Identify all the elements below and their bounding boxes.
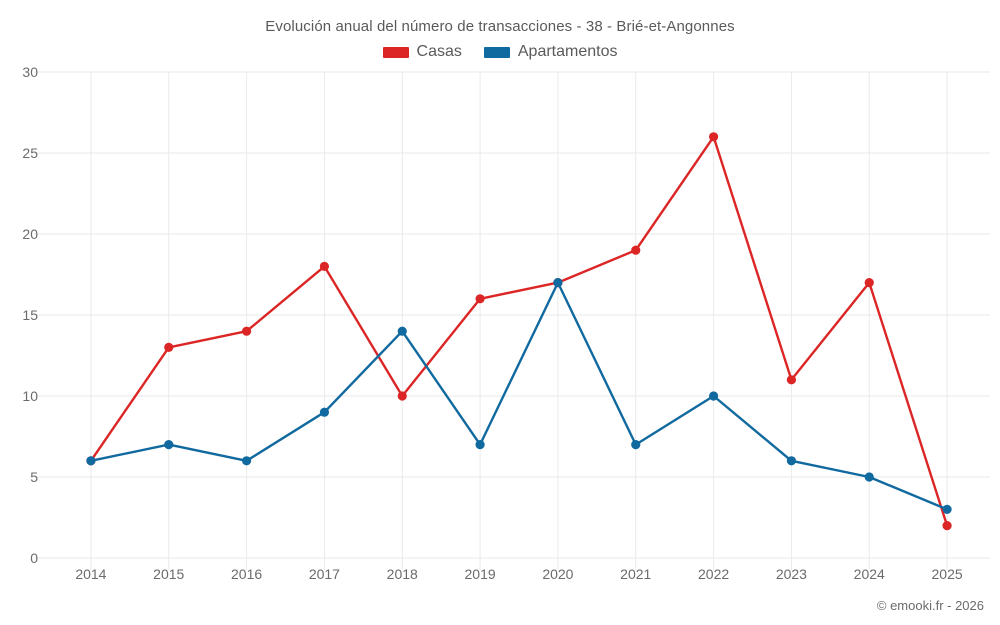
data-point-marker[interactable] (631, 245, 641, 255)
x-axis-tick-label: 2014 (75, 566, 107, 582)
chart-legend: Casas Apartamentos (0, 43, 1000, 61)
data-point-marker[interactable] (786, 456, 797, 466)
data-point-marker[interactable] (164, 440, 174, 450)
chart-title: Evolución anual del número de transaccio… (265, 18, 735, 35)
data-point-marker[interactable] (864, 472, 874, 482)
data-point-marker[interactable] (319, 261, 330, 271)
x-axis-tick-label: 2015 (153, 566, 185, 582)
x-axis-tick-label: 2025 (931, 566, 963, 582)
legend-label-casas: Casas (416, 43, 462, 60)
data-point-marker[interactable] (786, 375, 797, 385)
x-axis-tick-label: 2022 (698, 566, 730, 582)
y-axis-tick-label: 30 (22, 64, 38, 80)
data-point-marker[interactable] (397, 326, 407, 336)
x-axis-tick-label: 2023 (775, 566, 807, 582)
data-point-marker[interactable] (397, 391, 407, 401)
y-axis-tick-label: 15 (22, 307, 38, 323)
legend-item-casas[interactable]: Casas (382, 43, 462, 61)
y-axis-tick-label: 25 (22, 145, 38, 161)
legend-swatch-casas (382, 46, 409, 58)
data-point-marker[interactable] (864, 278, 874, 288)
x-axis-tick-label: 2018 (386, 566, 418, 582)
copyright-notice: © emooki.fr - 2026 (876, 598, 984, 613)
data-point-marker[interactable] (241, 456, 252, 466)
legend-swatch-apartamentos (483, 46, 510, 58)
data-point-marker[interactable] (319, 407, 330, 417)
data-point-marker[interactable] (475, 440, 485, 450)
x-axis-tick-label: 2020 (542, 566, 574, 582)
x-axis-tick-label: 2017 (308, 566, 340, 582)
data-point-marker[interactable] (164, 342, 174, 352)
data-point-marker[interactable] (708, 391, 719, 401)
series-line-casas (89, 135, 949, 527)
legend-item-apartamentos[interactable]: Apartamentos (483, 43, 618, 61)
data-point-marker[interactable] (942, 504, 952, 514)
data-point-marker[interactable] (475, 294, 485, 304)
data-point-marker[interactable] (553, 278, 563, 288)
x-axis-tick-label: 2021 (620, 566, 652, 582)
x-axis-tick-label: 2024 (853, 566, 885, 582)
data-point-marker[interactable] (241, 326, 252, 336)
x-axis-tick-label: 2019 (464, 566, 496, 582)
y-axis-tick-label: 5 (30, 469, 38, 485)
data-point-marker[interactable] (708, 132, 719, 142)
y-axis-tick-label: 20 (22, 226, 38, 242)
data-point-marker[interactable] (631, 440, 641, 450)
y-axis-tick-label: 0 (30, 550, 38, 566)
data-point-marker[interactable] (86, 456, 96, 466)
legend-label-apartamentos: Apartamentos (517, 43, 618, 60)
x-axis-tick-label: 2016 (231, 566, 263, 582)
series-line-apartamentos (89, 281, 949, 511)
data-point-marker[interactable] (942, 521, 952, 531)
y-axis-tick-label: 10 (22, 388, 38, 404)
